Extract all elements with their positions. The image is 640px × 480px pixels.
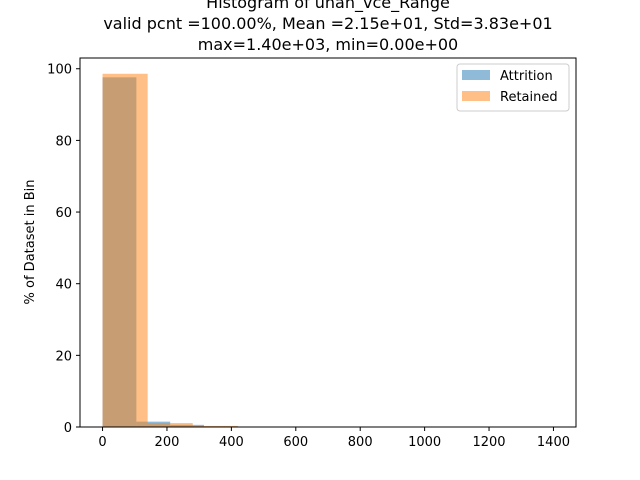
chart-title: Histogram of uhan_vce_Range valid pcnt =… <box>103 0 552 54</box>
chart-title-line-1: Histogram of uhan_vce_Range <box>206 0 450 13</box>
legend-swatch-attrition <box>462 70 490 80</box>
bar-retained-1 <box>147 423 193 427</box>
y-tick-label-1: 20 <box>55 349 72 364</box>
y-tick-label-2: 40 <box>55 278 72 293</box>
x-tick-label-2: 400 <box>219 435 244 450</box>
y-tick-label-3: 60 <box>55 206 72 221</box>
chart-title-line-3: max=1.40e+03, min=0.00e+00 <box>198 35 458 54</box>
y-axis-label: % of Dataset in Bin <box>23 180 38 305</box>
y-tick-label-5: 100 <box>47 63 72 78</box>
y-tick-label-4: 80 <box>55 134 72 149</box>
legend: Attrition Retained <box>456 63 570 112</box>
bar-retained-0 <box>102 73 148 427</box>
x-axis-ticks: 0 200 400 600 800 1000 1200 1400 <box>98 427 570 450</box>
y-tick-label-0: 0 <box>64 421 72 436</box>
x-tick-label-6: 1200 <box>472 435 505 450</box>
x-tick-label-0: 0 <box>98 435 106 450</box>
histogram-bars <box>102 73 238 427</box>
x-tick-label-7: 1400 <box>537 435 570 450</box>
x-tick-label-3: 600 <box>283 435 308 450</box>
plot-axes <box>79 57 577 428</box>
bar-retained-2 <box>192 425 238 427</box>
x-tick-label-5: 1000 <box>408 435 441 450</box>
chart-title-line-2: valid pcnt =100.00%, Mean =2.15e+01, Std… <box>103 14 552 33</box>
x-tick-label-4: 800 <box>348 435 373 450</box>
x-tick-label-1: 200 <box>155 435 180 450</box>
y-axis-ticks: 0 20 40 60 80 100 <box>47 63 80 436</box>
legend-label-attrition: Attrition <box>500 69 553 84</box>
legend-swatch-retained <box>462 91 490 101</box>
legend-label-retained: Retained <box>500 90 558 105</box>
plot-frame <box>79 57 577 428</box>
